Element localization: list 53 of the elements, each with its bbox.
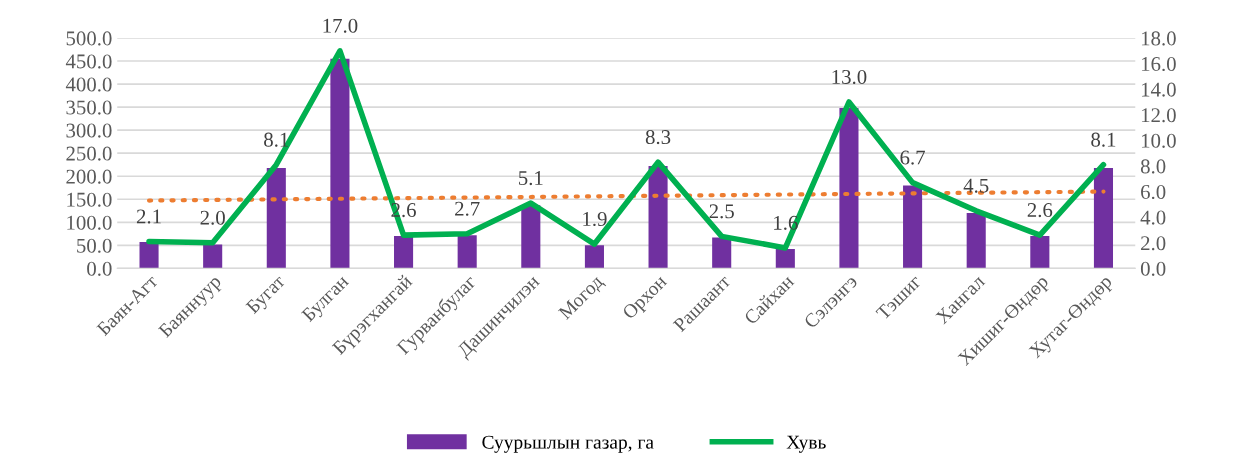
bar <box>521 205 541 269</box>
y2-tick-label: 16.0 <box>1141 56 1176 72</box>
y-tick-label: 400.0 <box>65 77 112 92</box>
data-label: 6.7 <box>900 150 925 165</box>
bar <box>1093 167 1114 269</box>
y-tick-label: 150.0 <box>67 192 112 207</box>
data-label: 8.3 <box>645 130 671 145</box>
y-tick-label: 50.0 <box>77 238 112 253</box>
data-label: 8.1 <box>1091 132 1116 147</box>
data-label: 2.5 <box>709 204 734 219</box>
legend-label: Суурьшлын газар, га <box>482 435 654 453</box>
y2-tick-label: 14.0 <box>1141 82 1176 97</box>
y2-tick-label: 8.0 <box>1140 159 1166 174</box>
bar <box>457 235 477 269</box>
y-tick-label: 100.0 <box>67 215 112 230</box>
data-label: 17.0 <box>323 18 358 33</box>
bar <box>1030 236 1050 269</box>
y2-tick-label: 0.0 <box>1140 261 1166 276</box>
bar <box>839 108 859 269</box>
bar <box>139 242 159 269</box>
legend-label: Хувь <box>786 435 826 453</box>
y-tick-label: 450.0 <box>65 54 112 69</box>
data-label: 8.1 <box>264 132 289 147</box>
data-label: 2.0 <box>200 210 225 225</box>
bar <box>712 237 732 269</box>
y2-tick-label: 2.0 <box>1141 236 1166 251</box>
bar <box>266 167 286 269</box>
bar <box>966 213 986 269</box>
y-tick-label: 350.0 <box>66 100 112 115</box>
bar <box>648 166 668 269</box>
data-label: 4.5 <box>963 178 989 193</box>
y2-tick-label: 10.0 <box>1141 133 1176 148</box>
bar <box>775 249 795 269</box>
y-tick-label: 250.0 <box>66 146 112 161</box>
bar <box>330 58 350 269</box>
y-tick-label: 0.0 <box>87 261 112 276</box>
data-label: 2.7 <box>455 201 480 216</box>
y2-tick-label: 18.0 <box>1141 31 1176 46</box>
data-label: 2.1 <box>136 209 161 224</box>
data-label: 1.9 <box>583 212 607 227</box>
bar <box>584 245 604 269</box>
y-tick-label: 200.0 <box>66 169 112 184</box>
data-label: 13.0 <box>832 69 867 85</box>
y-tick-label: 500.0 <box>66 31 112 46</box>
y2-tick-label: 4.0 <box>1140 210 1166 225</box>
data-label: 2.6 <box>1027 203 1053 218</box>
data-label: 5.1 <box>519 171 543 186</box>
bar <box>394 236 414 269</box>
y-tick-label: 300.0 <box>66 123 112 138</box>
bar <box>203 244 223 269</box>
bar <box>903 185 923 269</box>
y2-tick-label: 6.0 <box>1141 184 1166 200</box>
y2-tick-label: 12.0 <box>1141 108 1176 123</box>
